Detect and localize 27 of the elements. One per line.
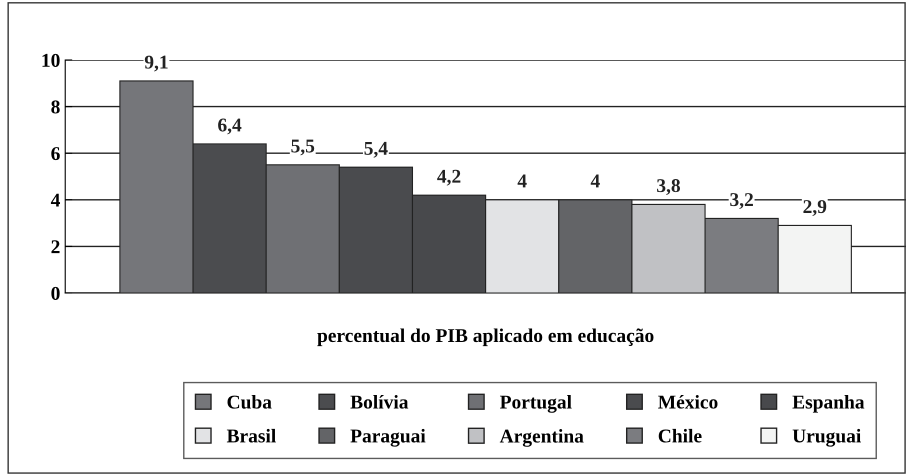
y-tick-label: 8 [51, 100, 60, 114]
legend-label: Cuba [228, 394, 272, 409]
y-tick-label: 0 [51, 286, 60, 300]
legend-label: Bolívia [350, 394, 408, 409]
data-label: 3,2 [730, 193, 753, 209]
legend-label: México [658, 394, 718, 409]
legend-label: Portugal [500, 394, 572, 413]
legend-label: Paraguai [350, 428, 426, 447]
y-tick-label: 10 [42, 54, 60, 67]
data-label: 9,1 [144, 56, 168, 72]
data-label: 2,9 [803, 200, 826, 216]
data-label: 4 [590, 174, 600, 188]
data-label: 3,8 [657, 179, 680, 195]
y-tick-label: 2 [51, 240, 60, 254]
x-axis-title: percentual do PIB aplicado em educação [317, 328, 654, 346]
y-tick-label: 6 [51, 147, 60, 160]
data-label: 4 [518, 174, 527, 188]
legend-label: Brasil [226, 428, 276, 443]
legend-label: Espanha [792, 394, 864, 413]
y-tick-label: 4 [50, 194, 60, 207]
data-label: 6,4 [218, 118, 242, 134]
data-label: 4,2 [437, 170, 460, 186]
data-label: 5,4 [364, 142, 388, 158]
legend-label: Uruguai [792, 428, 862, 447]
legend-label: Argentina [500, 429, 584, 447]
data-label: 5,5 [291, 140, 314, 156]
legend-label: Chile [658, 428, 702, 443]
